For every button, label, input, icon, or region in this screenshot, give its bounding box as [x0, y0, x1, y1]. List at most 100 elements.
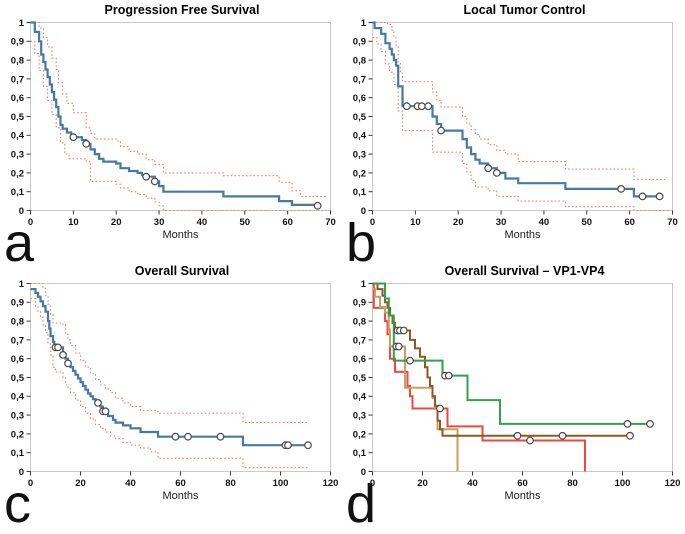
x-tick-label: 40: [467, 478, 478, 489]
panel-a: Progression Free Survival 0 0,1 0,2 0,3 0,4 0…: [0, 0, 342, 270]
y-tick-label: 0: [19, 467, 24, 478]
censor-mark: [399, 326, 408, 335]
y-tick-label: 0,7: [11, 74, 24, 85]
panel-letter: b: [346, 213, 377, 273]
y-tick-label: 0,3: [353, 411, 366, 422]
chart-canvas-progression-free-survival: 00,10,20,30,40,50,60,70,80,910 10 20 30 40 50…: [11, 18, 336, 241]
y-tick-label: 0,9: [11, 298, 24, 309]
censor-mark: [54, 343, 62, 352]
y-tick-label: 0: [361, 206, 366, 217]
y-tick-label: 0,5: [11, 112, 25, 123]
y-tick-label: 0,8: [353, 317, 366, 328]
y-tick-label: 0,7: [353, 74, 366, 85]
censor-mark: [424, 102, 433, 111]
series-ci-lower: [30, 297, 308, 469]
censor-mark: [417, 102, 426, 111]
censor-mark: [492, 168, 501, 177]
censor-mark: [150, 177, 159, 186]
series-ci-lower: [372, 36, 669, 212]
x-tick-label: 80: [225, 478, 236, 489]
x-tick-label: 20: [453, 217, 464, 228]
censor-mark: [526, 436, 534, 445]
y-tick-label: 0,7: [353, 335, 366, 346]
x-tick-label: 120: [323, 478, 339, 489]
chart-canvas-overall-survival: 0 0,1 0,2 0,3 0,4 0,5 0,6 0,7 0,8 0,9 1 0 20 40 60 80 10…: [11, 279, 339, 502]
censor-mark: [617, 184, 626, 193]
censor-mark: [284, 441, 292, 450]
chart-title: Overall Survival: [134, 264, 230, 278]
x-tick-label: 50: [581, 217, 592, 228]
x-tick-label: 30: [496, 217, 507, 228]
x-tick-label: 10: [410, 217, 421, 228]
censor-mark: [484, 164, 493, 173]
y-tick-label: 0,8: [11, 317, 24, 328]
y-tick-label: 0,2: [11, 168, 24, 179]
x-tick-label: 20: [111, 217, 122, 228]
x-tick-label: 70: [667, 217, 678, 228]
censor-mark: [437, 126, 445, 135]
censor-mark: [402, 102, 411, 111]
censor-mark: [171, 432, 180, 441]
censor-mark: [69, 133, 78, 142]
censor-mark: [64, 359, 72, 368]
y-tick-label: 0,8: [11, 56, 24, 67]
censor-mark: [142, 172, 151, 181]
y-tick-label: 0,3: [11, 150, 24, 161]
censor-mark: [444, 371, 453, 380]
chart-title: Local Tumor Control: [463, 3, 586, 17]
y-tick-label: 0,9: [353, 37, 366, 48]
y-tick-label: 0,6: [11, 354, 24, 365]
x-tick-label: 0: [28, 217, 33, 228]
x-tick-label: 120: [665, 478, 681, 489]
x-tick-label: 40: [539, 217, 550, 228]
x-tick-label: 0: [370, 478, 375, 489]
y-tick-label: 0,3: [353, 150, 366, 161]
y-tick-label: 0,1: [11, 448, 25, 459]
x-tick-label: 20: [75, 478, 86, 489]
y-tick-label: 0,9: [11, 37, 24, 48]
series-group-red: [372, 282, 586, 472]
censor-mark: [626, 431, 634, 440]
x-tick-label: 10: [68, 217, 79, 228]
chart-title: Overall Survival – VP1-VP4: [444, 264, 605, 278]
panel-b: Local Tumor Control 0 0,1 0,2 0,3 0,4 0,5 0,6 0…: [342, 0, 685, 270]
censor-mark: [623, 419, 632, 428]
x-axis-label: Months: [504, 229, 541, 241]
x-tick-label: 60: [517, 478, 528, 489]
y-tick-label: 1: [361, 279, 367, 290]
series-group-green: [372, 282, 650, 425]
x-tick-label: 0: [370, 217, 375, 228]
series-survival: [30, 288, 308, 447]
series-ci-upper: [30, 21, 327, 197]
y-tick-label: 0,3: [11, 411, 24, 422]
y-tick-label: 0,5: [11, 373, 25, 384]
censor-mark: [558, 431, 567, 440]
plot-frame: [372, 22, 673, 211]
y-tick-label: 0,6: [11, 93, 24, 104]
x-axis-label: Months: [162, 490, 199, 502]
y-tick-label: 1: [19, 18, 25, 29]
chart-title: Progression Free Survival: [104, 3, 260, 17]
y-tick-label: 0,4: [353, 392, 367, 403]
panel-c: Overall Survival 0 0,1 0,2 0,3 0,4 0,5 0,6 0,7 0…: [0, 261, 342, 531]
x-tick-label: 50: [239, 217, 250, 228]
censor-mark: [436, 404, 444, 413]
plot-frame: [372, 283, 673, 472]
censor-mark: [94, 398, 102, 407]
y-tick-label: 0,5: [353, 373, 367, 384]
x-tick-label: 20: [417, 478, 428, 489]
panel-letter: a: [4, 213, 35, 273]
x-tick-label: 100: [615, 478, 631, 489]
y-tick-label: 0,4: [11, 131, 25, 142]
x-tick-label: 60: [282, 217, 293, 228]
series-group-brown: [372, 282, 630, 437]
y-tick-label: 0,5: [353, 112, 367, 123]
y-tick-label: 0,2: [353, 168, 366, 179]
censor-mark: [101, 407, 110, 416]
y-tick-label: 0,1: [353, 448, 367, 459]
x-tick-label: 70: [325, 217, 336, 228]
censor-mark: [216, 432, 225, 441]
x-tick-label: 40: [125, 478, 136, 489]
y-tick-label: 0,4: [11, 392, 25, 403]
